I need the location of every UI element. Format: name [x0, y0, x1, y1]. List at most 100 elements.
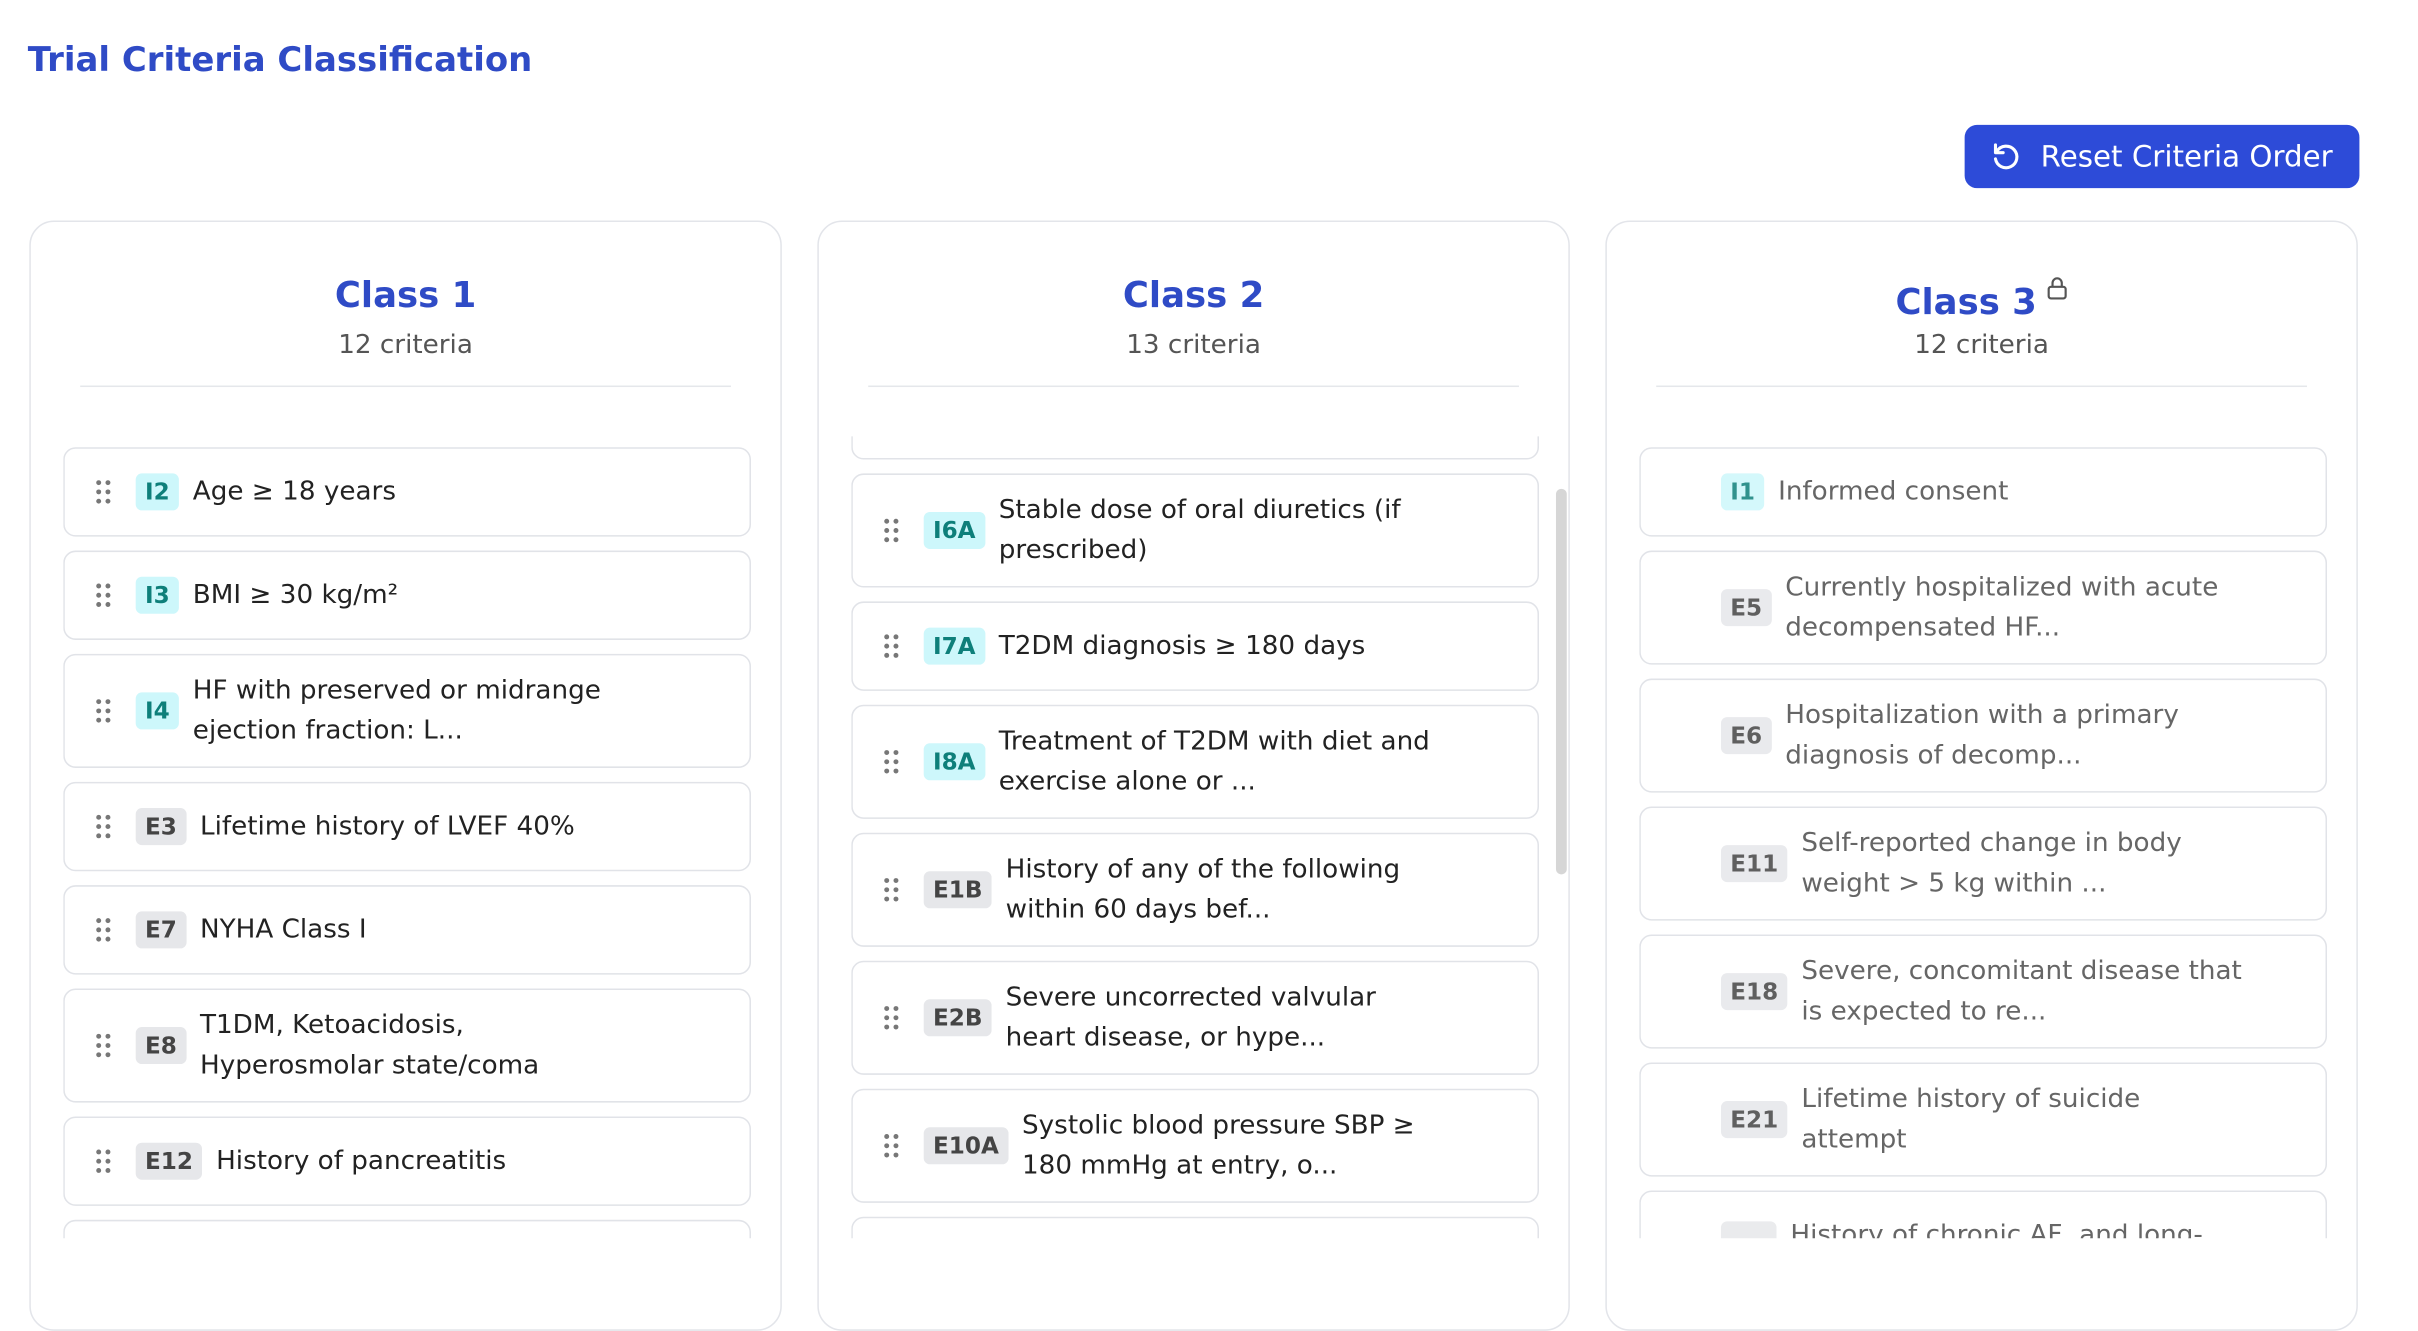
column-title: Class 1 — [31, 276, 780, 316]
criterion-text: Severe uncorrected valvular heart diseas… — [1005, 982, 1376, 1054]
criterion-card: I1 Informed consent — [1639, 447, 2328, 537]
criterion-text: Hospitalization with a primary diagnosis… — [1785, 700, 2179, 772]
drag-handle — [884, 878, 899, 902]
criterion-code: I7A — [923, 627, 985, 665]
criterion-code: E7 — [135, 911, 187, 949]
criterion-text: Stable dose of oral diuretics (if prescr… — [998, 495, 1401, 566]
criterion-code: E18 — [1720, 973, 1788, 1011]
criterion-text: Age ≥ 18 years — [192, 476, 396, 508]
criterion-card — [851, 436, 1540, 460]
page: Trial Criteria Classification Reset Crit… — [27, 41, 2360, 1331]
criterion-code: I4 — [135, 692, 179, 730]
criterion-card[interactable]: I2 Age ≥ 18 years — [63, 447, 752, 537]
criterion-code: I1 — [1720, 473, 1765, 511]
criterion-card[interactable]: E2B Severe uncorrected valvular heart dis… — [851, 960, 1540, 1075]
criterion-card: History of chronic AF, and long- — [1639, 1190, 2328, 1239]
drag-handle — [884, 518, 899, 543]
criterion-card[interactable]: E3 Lifetime history of LVEF 40% — [63, 781, 752, 872]
criterion-text: History of pancreatitis — [216, 1145, 507, 1177]
column-title: Class 2 — [819, 276, 1568, 316]
drag-handle — [96, 480, 111, 504]
drag-handle — [96, 918, 111, 942]
criterion-text: HF with preserved or midrange ejection f… — [192, 675, 601, 747]
criterion-card[interactable]: I3 BMI ≥ 30 kg/m² — [63, 550, 752, 640]
criterion-card: E11 Self-reported change in body weight >… — [1639, 806, 2328, 921]
reset-button[interactable]: Reset Criteria Order — [1964, 124, 2360, 189]
criterion-card[interactable]: E12 History of pancreatitis — [63, 1116, 752, 1206]
criteria-count: 12 criteria — [338, 330, 473, 361]
criterion-card — [851, 1216, 1540, 1239]
criterion-code: E1B — [923, 871, 992, 909]
criterion-code: I6A — [923, 511, 985, 549]
app: Trial Criteria Classification Reset Crit… — [27, 41, 2360, 1331]
criterion-code: I8A — [923, 743, 985, 781]
criterion-text: NYHA Class I — [199, 914, 367, 946]
divider — [868, 385, 1519, 388]
criterion-code: E8 — [135, 1027, 187, 1065]
drag-handle — [884, 1006, 899, 1030]
page-title: Trial Criteria Classification — [27, 41, 533, 81]
divider — [1656, 385, 2307, 388]
criterion-card[interactable]: I7A T2DM diagnosis ≥ 180 days — [851, 601, 1540, 691]
criterion-card[interactable]: I6A Stable dose of oral diuretics (if pre… — [851, 473, 1540, 588]
criterion-code: E2B — [923, 999, 992, 1037]
criterion-text: Lifetime history of suicide attempt — [1801, 1084, 2141, 1156]
criterion-text: History of any of the following within 6… — [1005, 854, 1401, 926]
criterion-card[interactable]: E10A Systolic blood pressure SBP ≥ 180 mm… — [851, 1088, 1540, 1203]
criterion-card[interactable]: I4 HF with preserved or midrange ejection… — [63, 653, 752, 768]
criterion-text: History of chronic AF, and long- — [1790, 1219, 2203, 1239]
drag-handle — [96, 699, 111, 723]
criterion-code: E10A — [923, 1127, 1009, 1165]
criterion-code: E5 — [1720, 589, 1772, 627]
criterion-card[interactable]: E1B History of any of the following withi… — [851, 832, 1540, 947]
criterion-card — [63, 1219, 752, 1239]
criterion-card: E18 Severe, concomitant disease that is e… — [1639, 934, 2328, 1049]
class-column: Class 2 13 criteria I6A Stable dose of oral… — [817, 220, 1570, 1331]
criterion-text: Systolic blood pressure SBP ≥ 180 mmHg a… — [1022, 1110, 1415, 1182]
drag-handle — [884, 750, 899, 774]
criterion-card[interactable]: E7 NYHA Class I — [63, 885, 752, 975]
criterion-card: E5 Currently hospitalized with acute deco… — [1639, 550, 2328, 665]
criterion-card: E6 Hospitalization with a primary diagnos… — [1639, 678, 2328, 793]
column-title-text: Class 2 — [1122, 276, 1265, 317]
criterion-code — [1720, 1221, 1777, 1239]
criterion-code: E11 — [1720, 845, 1788, 883]
column-title: Class 3 — [1607, 276, 2356, 323]
criterion-text: Lifetime history of LVEF 40% — [199, 811, 575, 842]
criterion-card[interactable]: E8 T1DM, Ketoacidosis, Hyperosmolar state… — [63, 988, 752, 1103]
criterion-card: E21 Lifetime history of suicide attempt — [1639, 1062, 2328, 1177]
criterion-text: Severe, concomitant disease that is expe… — [1801, 956, 2242, 1028]
criterion-text: Self-reported change in body weight > 5 … — [1801, 828, 2182, 900]
criterion-code: E12 — [135, 1142, 203, 1180]
criterion-code: I2 — [135, 473, 179, 511]
column-title-text: Class 1 — [334, 276, 477, 317]
criterion-code: I3 — [135, 576, 179, 614]
criterion-code: E21 — [1720, 1101, 1788, 1139]
drag-handle — [884, 1134, 899, 1158]
reset-label: Reset Criteria Order — [2040, 139, 2333, 174]
class-column: Class 3 12 criteria I1 Informed consent E5 Cu… — [1605, 220, 2358, 1331]
criteria-list: I6A Stable dose of oral diuretics (if pre… — [851, 436, 1540, 1239]
drag-handle — [96, 1033, 111, 1058]
criterion-card[interactable]: I8A Treatment of T2DM with diet and exerc… — [851, 704, 1540, 819]
criterion-text: T2DM diagnosis ≥ 180 days — [998, 630, 1366, 662]
criterion-text: T1DM, Ketoacidosis, Hyperosmolar state/c… — [199, 1010, 540, 1082]
reset-icon — [1994, 142, 2019, 169]
criterion-text: Treatment of T2DM with diet and exercise… — [998, 726, 1430, 798]
criterion-text: Currently hospitalized with acute decomp… — [1785, 572, 2219, 644]
criteria-count: 13 criteria — [1126, 330, 1261, 361]
lock-icon — [2047, 277, 2067, 300]
drag-handle — [884, 634, 899, 658]
class-column: Class 1 12 criteria I2 Age ≥ 18 years I3 BMI … — [29, 220, 782, 1331]
criteria-list: I2 Age ≥ 18 years I3 BMI ≥ 30 kg/m² I4 HF wit… — [63, 436, 752, 1239]
drag-handle — [96, 814, 111, 839]
scrollbar — [1555, 488, 1567, 875]
criterion-code: E3 — [135, 808, 187, 846]
criterion-text: Informed consent — [1778, 476, 2009, 508]
divider — [80, 385, 731, 388]
drag-handle — [96, 1149, 111, 1173]
criterion-text: BMI ≥ 30 kg/m² — [192, 579, 399, 611]
column-title-text: Class 3 — [1895, 283, 2037, 324]
criterion-code: E6 — [1720, 717, 1772, 755]
criteria-count: 12 criteria — [1914, 330, 2049, 361]
